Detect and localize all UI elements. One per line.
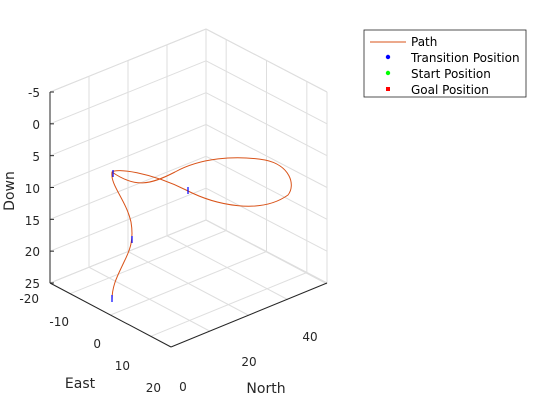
- axes-box: [49, 91, 328, 348]
- legend: Path Transition Position Start Position …: [363, 29, 527, 98]
- down-tick-label: -5: [28, 86, 40, 100]
- north-tick-labels: 0 20 40: [179, 330, 317, 394]
- east-tick-label: 0: [93, 337, 101, 351]
- east-axis-line: [49, 282, 172, 348]
- legend-entry-start: Start Position: [411, 67, 491, 81]
- grid-line: [150, 272, 308, 337]
- legend-goal-swatch: [386, 87, 390, 91]
- legend-entry-goal: Goal Position: [411, 83, 489, 97]
- north-axis-label: North: [246, 381, 285, 397]
- grid-lines: [49, 28, 328, 348]
- grid-line: [205, 219, 328, 284]
- north-tick-label: 40: [302, 330, 317, 344]
- north-tick-label: 0: [179, 380, 187, 394]
- east-tick-label: 20: [146, 381, 161, 395]
- east-tick-label: -10: [49, 315, 69, 329]
- east-tick-label: -20: [19, 292, 39, 306]
- down-tick-label: 5: [32, 150, 40, 164]
- grid-line: [49, 219, 207, 284]
- down-tick-label: 25: [25, 277, 40, 291]
- series-path-line: [111, 157, 292, 301]
- down-tick-label: 0: [32, 118, 40, 132]
- legend-box: [363, 29, 527, 98]
- north-axis-line: [170, 282, 328, 348]
- legend-transition-swatch: [385, 54, 391, 60]
- down-axis-label: Down: [2, 171, 18, 211]
- legend-entry-transition: Transition Position: [410, 51, 520, 65]
- down-tick-label: 10: [25, 182, 40, 196]
- grid-line: [110, 251, 267, 316]
- east-axis-label: East: [65, 376, 96, 392]
- east-tick-labels: -20 -10 0 10 20: [19, 292, 161, 395]
- grid-line: [69, 230, 227, 295]
- down-tick-labels: -5 0 5 10 15 20 25: [25, 86, 40, 291]
- east-tick-label: 10: [115, 359, 130, 373]
- down-tick-label: 15: [25, 214, 40, 228]
- legend-start-swatch: [385, 70, 391, 76]
- north-tick-label: 20: [241, 355, 256, 369]
- down-tick-label: 20: [25, 245, 40, 259]
- transition-position-markers: [111, 170, 189, 302]
- legend-entry-path: Path: [411, 35, 437, 49]
